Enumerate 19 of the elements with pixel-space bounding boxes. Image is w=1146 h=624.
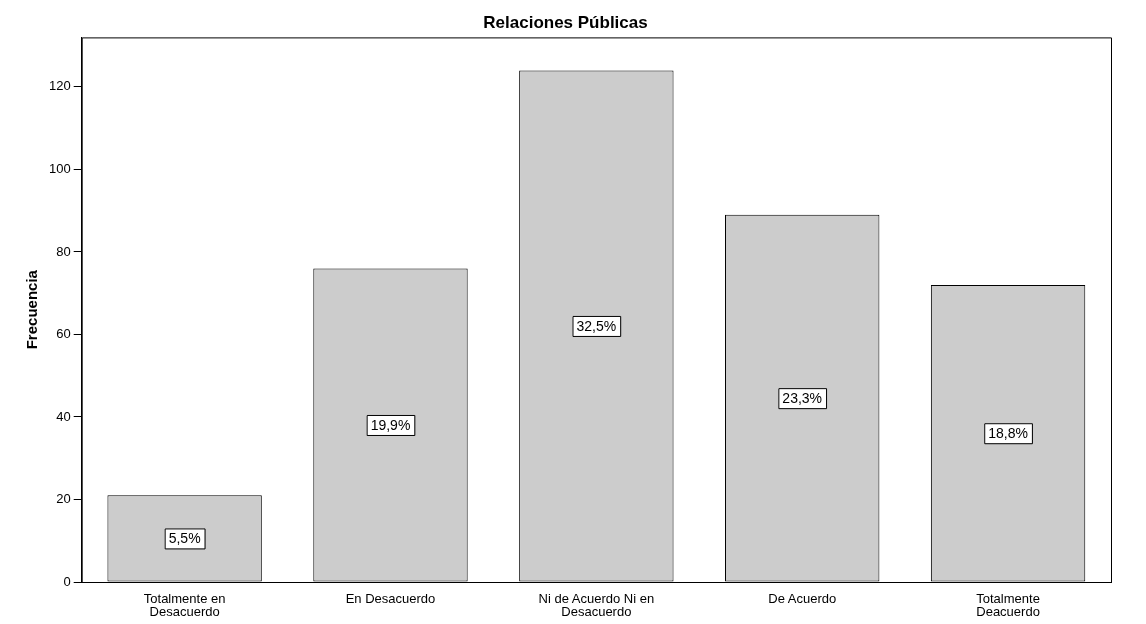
x-tick-label: En Desacuerdo <box>345 591 436 607</box>
y-axis-title: Frecuencia <box>23 269 41 350</box>
chart-title: Relaciones Públicas <box>483 12 648 32</box>
annotation: 32,5% <box>576 317 617 334</box>
y-tick-label: 80 <box>56 243 71 259</box>
x-tick-label: De Acuerdo <box>768 591 837 607</box>
y-tick-label: 0 <box>63 573 71 589</box>
annotation: 5,5% <box>168 530 201 547</box>
annotation: 18,8% <box>988 425 1028 442</box>
annotation: 19,9% <box>370 416 411 433</box>
y-tick-label: 60 <box>56 326 71 342</box>
x-tick-label: Ni de Acuerdo Ni en Desacuerdo <box>538 591 655 620</box>
y-tick-label: 40 <box>56 408 71 424</box>
x-tick-label: Totalmente Deacuerdo <box>976 591 1040 620</box>
y-tick-label: 120 <box>48 78 71 94</box>
y-tick-label: 20 <box>56 491 71 507</box>
x-tick-label: Totalmente en Desacuerdo <box>143 591 226 620</box>
y-tick-label: 100 <box>48 161 71 176</box>
annotation: 23,3% <box>782 390 823 407</box>
